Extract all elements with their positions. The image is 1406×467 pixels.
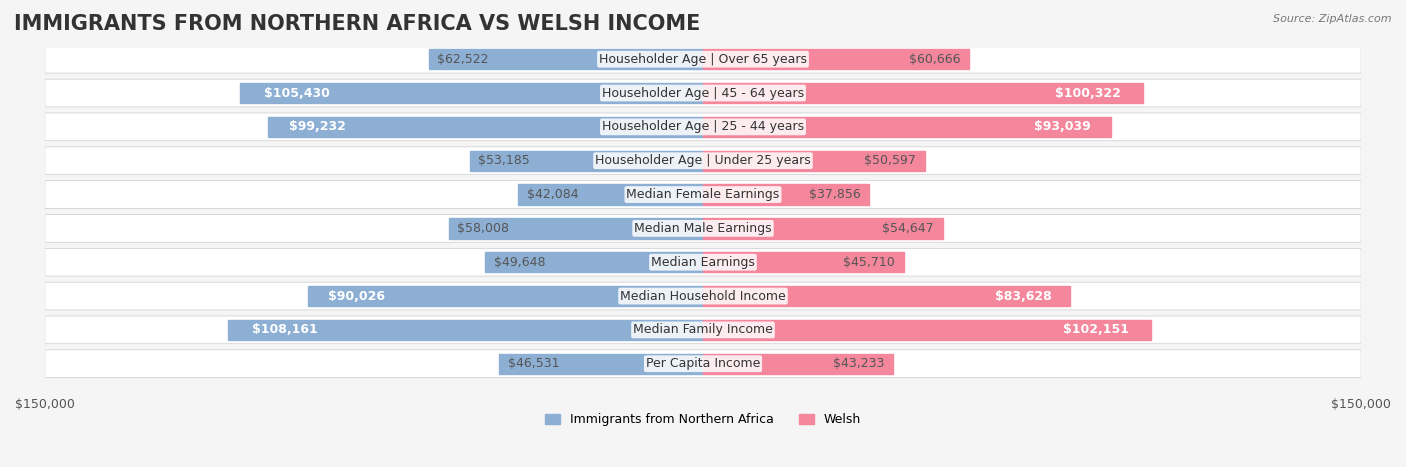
- Text: $53,185: $53,185: [478, 154, 530, 167]
- Bar: [499, 354, 703, 374]
- FancyBboxPatch shape: [45, 45, 1361, 73]
- Text: $42,084: $42,084: [527, 188, 579, 201]
- FancyBboxPatch shape: [45, 79, 1361, 107]
- Text: Source: ZipAtlas.com: Source: ZipAtlas.com: [1274, 14, 1392, 24]
- Bar: [703, 252, 904, 272]
- FancyBboxPatch shape: [45, 147, 1361, 175]
- Bar: [308, 286, 703, 306]
- Text: $50,597: $50,597: [865, 154, 917, 167]
- Bar: [703, 218, 943, 239]
- Bar: [703, 150, 925, 171]
- Text: Median Household Income: Median Household Income: [620, 290, 786, 303]
- Text: Median Male Earnings: Median Male Earnings: [634, 222, 772, 235]
- Bar: [703, 354, 893, 374]
- Legend: Immigrants from Northern Africa, Welsh: Immigrants from Northern Africa, Welsh: [540, 409, 866, 432]
- FancyBboxPatch shape: [45, 113, 1361, 141]
- Bar: [240, 83, 703, 103]
- Text: $45,710: $45,710: [844, 256, 894, 269]
- Text: $105,430: $105,430: [263, 86, 329, 99]
- Bar: [703, 320, 1152, 340]
- Text: $83,628: $83,628: [995, 290, 1052, 303]
- FancyBboxPatch shape: [45, 316, 1361, 344]
- FancyBboxPatch shape: [45, 350, 1361, 378]
- Text: $49,648: $49,648: [494, 256, 546, 269]
- Text: $108,161: $108,161: [252, 323, 318, 336]
- FancyBboxPatch shape: [45, 181, 1361, 208]
- Text: Per Capita Income: Per Capita Income: [645, 357, 761, 370]
- Bar: [703, 49, 969, 69]
- Text: $58,008: $58,008: [457, 222, 509, 235]
- Text: Median Earnings: Median Earnings: [651, 256, 755, 269]
- Text: $43,233: $43,233: [832, 357, 884, 370]
- Bar: [519, 184, 703, 205]
- Text: Householder Age | Under 25 years: Householder Age | Under 25 years: [595, 154, 811, 167]
- Bar: [470, 150, 703, 171]
- Bar: [703, 286, 1070, 306]
- FancyBboxPatch shape: [45, 214, 1361, 242]
- Text: Householder Age | 25 - 44 years: Householder Age | 25 - 44 years: [602, 120, 804, 134]
- Text: $102,151: $102,151: [1063, 323, 1129, 336]
- Text: $90,026: $90,026: [328, 290, 385, 303]
- Text: $100,322: $100,322: [1056, 86, 1121, 99]
- Text: $93,039: $93,039: [1033, 120, 1091, 134]
- Bar: [703, 184, 869, 205]
- FancyBboxPatch shape: [45, 248, 1361, 276]
- Bar: [429, 49, 703, 69]
- Text: Median Female Earnings: Median Female Earnings: [627, 188, 779, 201]
- Bar: [485, 252, 703, 272]
- Bar: [449, 218, 703, 239]
- Text: $37,856: $37,856: [808, 188, 860, 201]
- Text: Householder Age | 45 - 64 years: Householder Age | 45 - 64 years: [602, 86, 804, 99]
- Text: IMMIGRANTS FROM NORTHERN AFRICA VS WELSH INCOME: IMMIGRANTS FROM NORTHERN AFRICA VS WELSH…: [14, 14, 700, 34]
- Text: $60,666: $60,666: [908, 53, 960, 66]
- FancyBboxPatch shape: [45, 282, 1361, 310]
- Bar: [703, 83, 1143, 103]
- Text: $99,232: $99,232: [290, 120, 346, 134]
- Text: Median Family Income: Median Family Income: [633, 323, 773, 336]
- Text: Householder Age | Over 65 years: Householder Age | Over 65 years: [599, 53, 807, 66]
- Bar: [703, 117, 1111, 137]
- Text: $62,522: $62,522: [437, 53, 489, 66]
- Bar: [229, 320, 703, 340]
- Text: $46,531: $46,531: [508, 357, 560, 370]
- Bar: [267, 117, 703, 137]
- Text: $54,647: $54,647: [883, 222, 934, 235]
